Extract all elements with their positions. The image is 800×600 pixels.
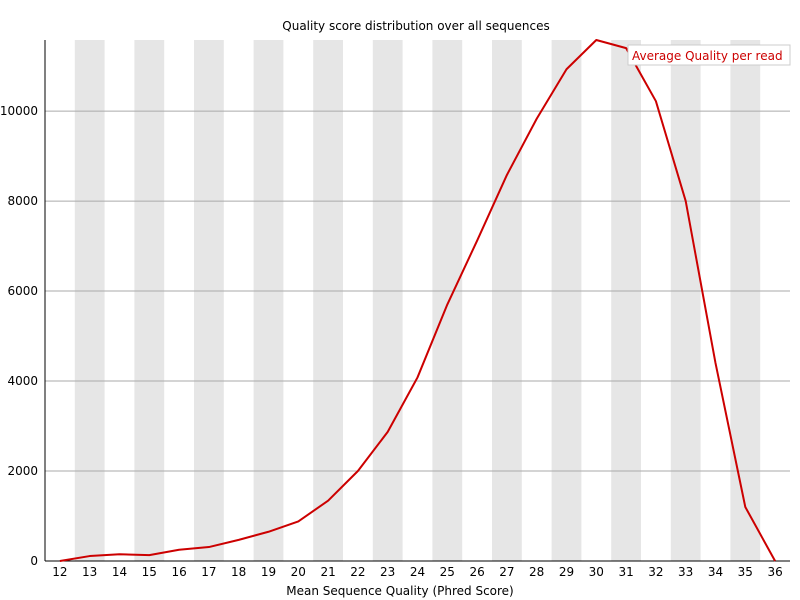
x-tick-labels: 12 13 14 15 16 17 18 19 20 21 22 23 24 25 26 27 28 29 30 31… bbox=[52, 565, 782, 579]
x-tick-label: 27 bbox=[499, 565, 514, 579]
y-tick-label: 4000 bbox=[7, 374, 38, 388]
stripe-25 bbox=[432, 40, 463, 561]
x-tick-label: 29 bbox=[559, 565, 574, 579]
stripe-35 bbox=[730, 40, 761, 561]
y-tick-label: 0 bbox=[30, 554, 38, 568]
stripe-29 bbox=[551, 40, 582, 561]
x-tick-label: 20 bbox=[291, 565, 306, 579]
x-tick-label: 26 bbox=[469, 565, 484, 579]
y-tick-label: 10000 bbox=[0, 104, 38, 118]
x-tick-label: 31 bbox=[618, 565, 633, 579]
chart-title: Quality score distribution over all sequ… bbox=[282, 19, 549, 33]
x-tick-label: 34 bbox=[708, 565, 723, 579]
stripe-23 bbox=[372, 40, 403, 561]
stripe-19 bbox=[253, 40, 284, 561]
x-tick-label: 36 bbox=[767, 565, 782, 579]
x-tick-label: 28 bbox=[529, 565, 544, 579]
x-tick-label: 21 bbox=[320, 565, 335, 579]
stripe-21 bbox=[313, 40, 343, 561]
legend-box bbox=[627, 44, 791, 66]
y-tick-labels: 0 2000 4000 6000 8000 10000 bbox=[0, 104, 38, 568]
x-tick-label: 33 bbox=[678, 565, 693, 579]
x-axis-label: Mean Sequence Quality (Phred Score) bbox=[286, 584, 514, 598]
x-tick-label: 18 bbox=[231, 565, 246, 579]
stripe-15 bbox=[134, 40, 165, 561]
y-tick-label: 8000 bbox=[7, 194, 38, 208]
series-lines bbox=[59, 39, 776, 562]
x-tick-label: 24 bbox=[410, 565, 425, 579]
stripe-17 bbox=[194, 40, 224, 561]
legend: Average Quality per read bbox=[627, 44, 791, 66]
x-tick-label: 17 bbox=[201, 565, 216, 579]
x-tick-label: 30 bbox=[589, 565, 604, 579]
legend-entry: Average Quality per read bbox=[632, 49, 783, 63]
stripe-33 bbox=[670, 40, 701, 561]
x-tick-label: 23 bbox=[380, 565, 395, 579]
axes bbox=[44, 40, 790, 562]
x-tick-label: 32 bbox=[648, 565, 663, 579]
series-line-0 bbox=[59, 39, 776, 562]
x-tick-label: 22 bbox=[350, 565, 365, 579]
background-stripes bbox=[74, 40, 761, 561]
y-tick-label: 2000 bbox=[7, 464, 38, 478]
x-tick-label: 15 bbox=[142, 565, 157, 579]
x-tick-label: 13 bbox=[82, 565, 97, 579]
y-tick-label: 6000 bbox=[7, 284, 38, 298]
x-tick-label: 16 bbox=[171, 565, 186, 579]
x-tick-label: 12 bbox=[52, 565, 67, 579]
x-tick-label: 19 bbox=[261, 565, 276, 579]
x-tick-label: 14 bbox=[112, 565, 127, 579]
stripe-13 bbox=[74, 40, 105, 561]
stripe-27 bbox=[492, 40, 522, 561]
x-tick-label: 35 bbox=[738, 565, 753, 579]
horizontal-gridlines bbox=[45, 110, 790, 472]
x-tick-label: 25 bbox=[440, 565, 455, 579]
stripe-31 bbox=[611, 40, 641, 561]
